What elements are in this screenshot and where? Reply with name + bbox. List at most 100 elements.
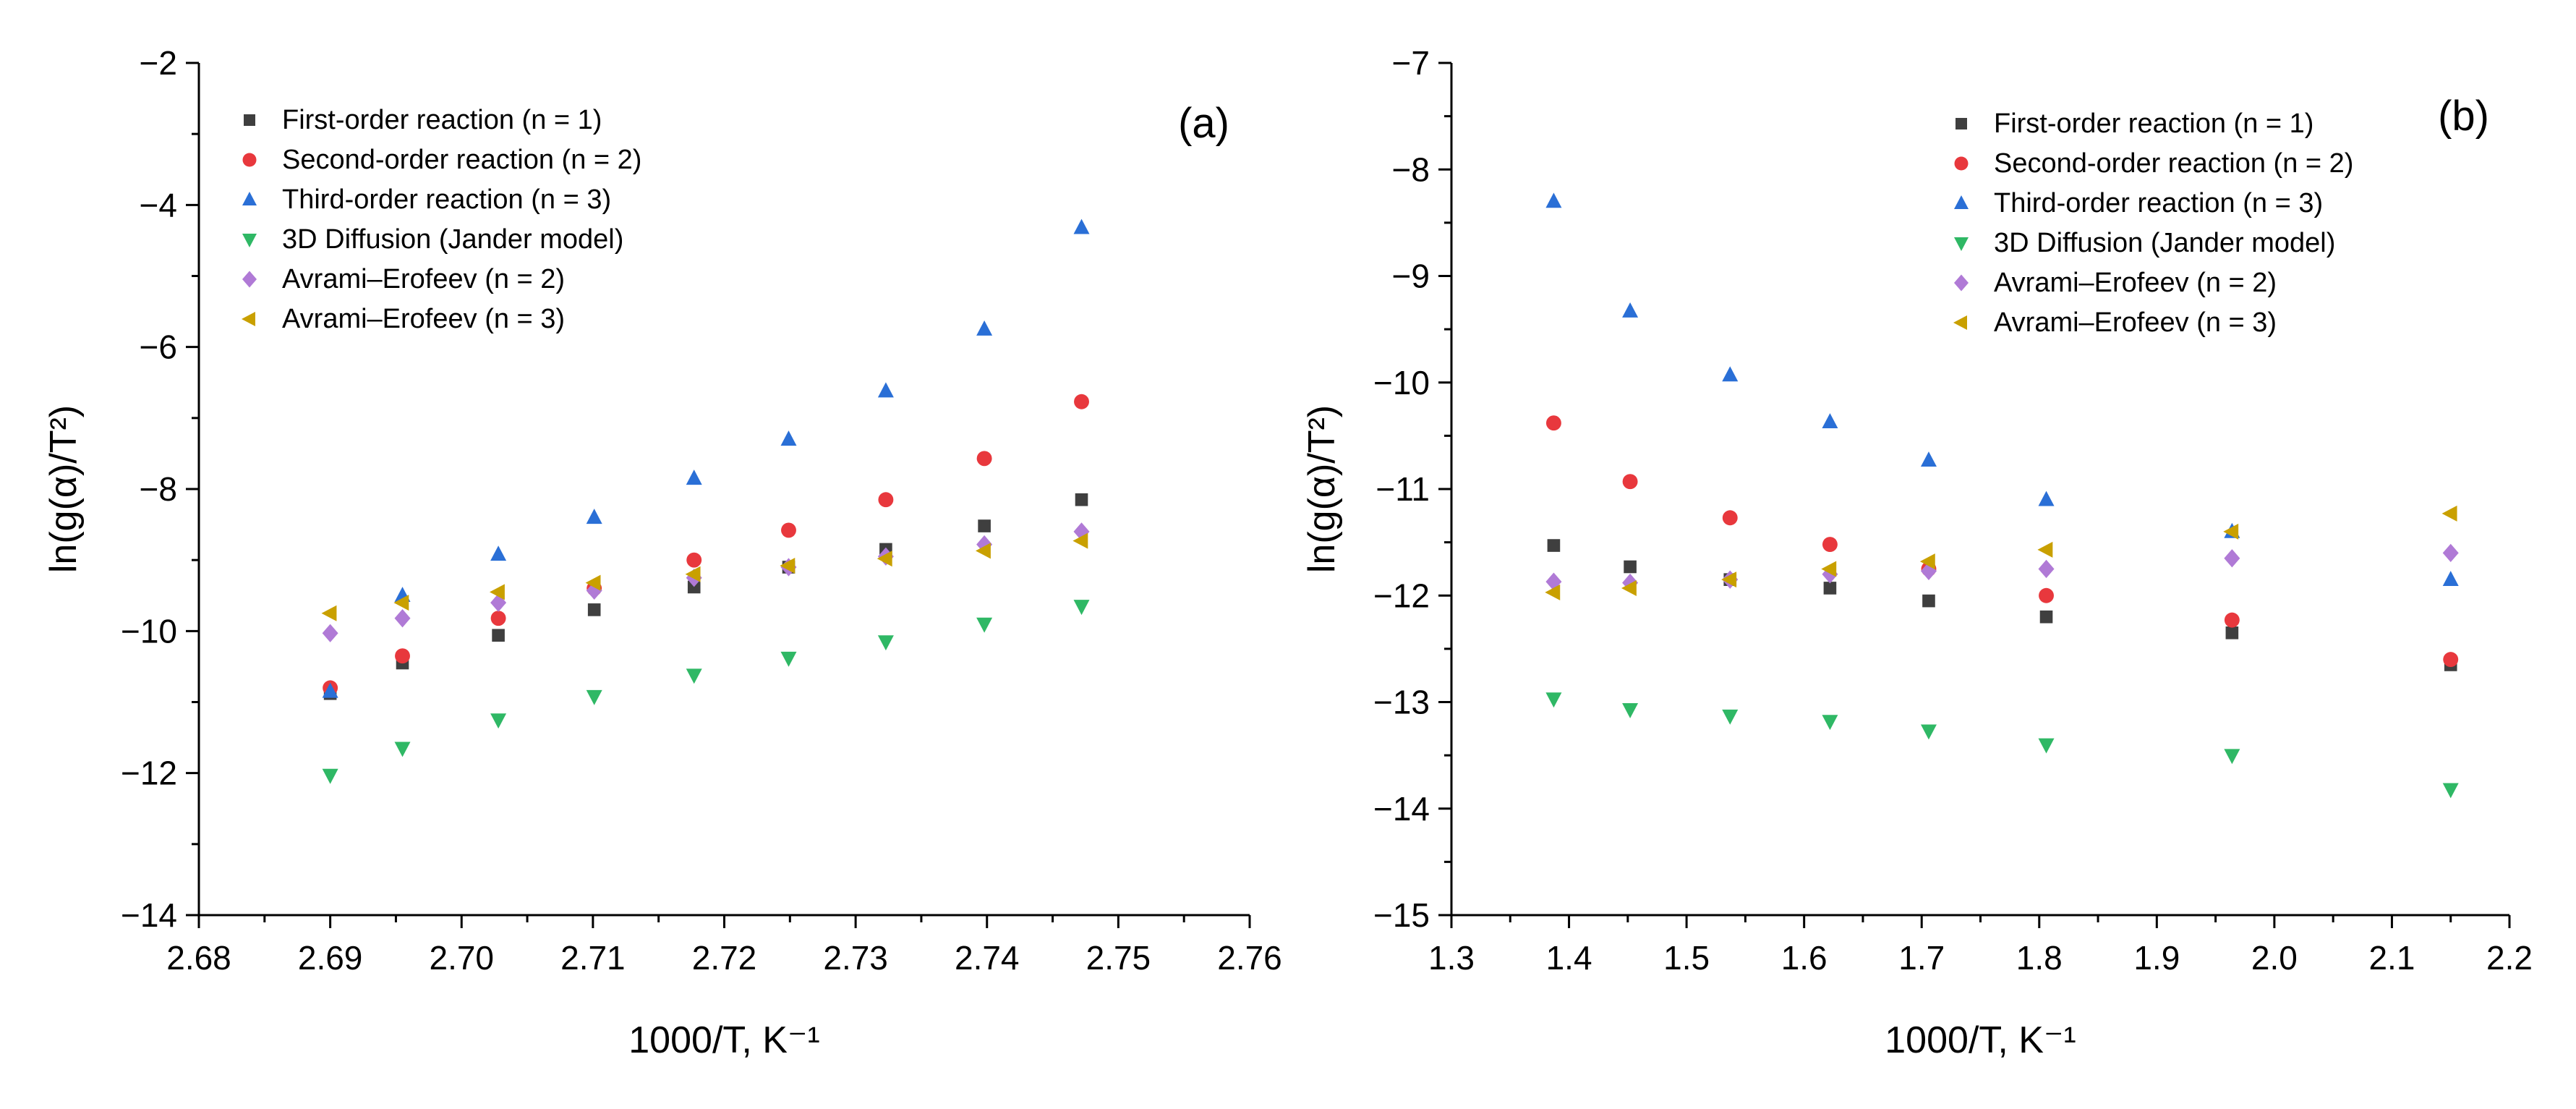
data-point-a-s5-2 bbox=[394, 609, 411, 628]
data-point-b-s4-2 bbox=[1622, 703, 1639, 718]
data-point-a-s6-8 bbox=[976, 543, 991, 559]
y-tick-label-a: −12 bbox=[121, 755, 177, 792]
data-point-a-s6-3 bbox=[490, 584, 505, 600]
data-point-b-s5-7 bbox=[2224, 549, 2240, 568]
x-tick-label-b: 2.2 bbox=[2486, 939, 2533, 977]
data-point-b-s4-4 bbox=[1822, 715, 1838, 731]
data-point-b-s3-8 bbox=[2442, 571, 2459, 586]
x-tick-label-b: 1.9 bbox=[2133, 939, 2180, 977]
y-tick-label-b: −7 bbox=[1392, 44, 1430, 82]
x-tick-label-b: 2.0 bbox=[2251, 939, 2298, 977]
x-tick-label-a: 2.76 bbox=[1217, 939, 1282, 977]
legend-label-a-5: Avrami–Erofeev (n = 2) bbox=[282, 264, 565, 294]
data-point-b-s2-1 bbox=[1545, 415, 1561, 431]
x-tick-label-b: 1.3 bbox=[1428, 939, 1475, 977]
data-point-b-s2-8 bbox=[2443, 652, 2459, 668]
x-tick-label-b: 1.5 bbox=[1663, 939, 1710, 977]
legend-marker-a-2 bbox=[242, 153, 257, 167]
data-point-a-s6-1 bbox=[321, 605, 337, 621]
y-tick-label-b: −12 bbox=[1373, 577, 1430, 614]
y-tick-label-b: −10 bbox=[1373, 364, 1430, 401]
data-point-b-s3-2 bbox=[1622, 302, 1639, 318]
chart-panel-a: 2.68 2.69 2.70 2.71 2.72 2.73 2.74 2.75 2.76 −14 −… bbox=[43, 44, 1282, 1061]
data-point-a-s6-2 bbox=[393, 595, 409, 611]
data-point-a-s2-9 bbox=[1074, 394, 1089, 409]
data-point-b-s6-2 bbox=[1621, 579, 1637, 596]
legend-label-a-2: Second-order reaction (n = 2) bbox=[282, 145, 641, 175]
data-point-a-s3-6 bbox=[780, 430, 797, 446]
y-tick-label-a: −4 bbox=[140, 186, 177, 224]
legend-marker-a-4 bbox=[242, 234, 257, 247]
data-point-b-s4-5 bbox=[1920, 724, 1937, 740]
legend-label-b-4: 3D Diffusion (Jander model) bbox=[1994, 228, 2335, 258]
chart-panel-b: 1.3 1.4 1.5 1.6 1.7 1.8 1.9 2.0 2.1 2.2 −15 −14 −13 −… bbox=[1301, 44, 2533, 1061]
legend-marker-b-4 bbox=[1954, 237, 1969, 251]
data-point-a-s3-9 bbox=[1073, 218, 1090, 234]
data-point-a-s3-1 bbox=[322, 682, 338, 698]
x-tick-label-a: 2.72 bbox=[692, 939, 757, 977]
data-point-a-s3-3 bbox=[490, 545, 507, 561]
data-point-b-s5-8 bbox=[2442, 543, 2459, 562]
data-point-a-s6-6 bbox=[780, 558, 796, 574]
y-tick-label-b: −11 bbox=[1376, 470, 1430, 508]
legend-label-a-1: First-order reaction (n = 1) bbox=[282, 105, 602, 135]
x-tick-label-b: 1.4 bbox=[1546, 939, 1592, 977]
data-point-b-s6-3 bbox=[1721, 572, 1737, 588]
legend-label-b-2: Second-order reaction (n = 2) bbox=[1994, 148, 2353, 179]
legend-marker-b-2 bbox=[1954, 156, 1969, 171]
data-point-a-s1-3 bbox=[492, 629, 505, 642]
x-tick-label-a: 2.71 bbox=[560, 939, 626, 977]
data-point-a-s4-9 bbox=[1073, 600, 1090, 616]
data-point-b-s2-3 bbox=[1722, 510, 1738, 526]
legend-marker-a-6 bbox=[242, 312, 255, 326]
x-tick-label-a: 2.69 bbox=[298, 939, 363, 977]
data-point-a-s6-9 bbox=[1072, 532, 1088, 549]
y-tick-label-a: −8 bbox=[140, 470, 177, 508]
legend-marker-b-5 bbox=[1954, 274, 1969, 292]
data-point-b-s6-1 bbox=[1545, 584, 1561, 600]
data-point-b-s3-4 bbox=[1822, 413, 1838, 429]
data-point-a-s2-7 bbox=[878, 492, 894, 508]
legend-marker-b-3 bbox=[1954, 195, 1969, 209]
legend-label-b-5: Avrami–Erofeev (n = 2) bbox=[1994, 268, 2277, 298]
data-point-b-s4-6 bbox=[2038, 738, 2055, 754]
x-tick-label-b: 1.7 bbox=[1898, 939, 1945, 977]
legend-label-a-3: Third-order reaction (n = 3) bbox=[282, 184, 611, 215]
x-tick-label-b: 1.6 bbox=[1781, 939, 1827, 977]
legend-label-b-1: First-order reaction (n = 1) bbox=[1994, 109, 2313, 139]
x-tick-label-a: 2.74 bbox=[955, 939, 1020, 977]
data-point-a-s1-9 bbox=[1075, 493, 1088, 506]
x-axis-title-b: 1000/T, K⁻¹ bbox=[1885, 1019, 2076, 1061]
panel-label-b: (b) bbox=[2438, 93, 2489, 140]
data-point-b-s4-1 bbox=[1545, 692, 1562, 708]
data-point-a-s4-8 bbox=[976, 617, 993, 633]
data-point-a-s5-1 bbox=[322, 624, 338, 642]
data-point-b-s1-2 bbox=[1624, 560, 1637, 574]
data-point-a-s4-7 bbox=[877, 635, 894, 651]
data-point-a-s3-4 bbox=[586, 509, 602, 524]
legend-label-b-6: Avrami–Erofeev (n = 3) bbox=[1994, 307, 2277, 338]
legend-marker-a-5 bbox=[242, 271, 257, 288]
y-axis-title-a: ln(g(α)/T²) bbox=[43, 405, 85, 573]
legend-marker-a-1 bbox=[244, 114, 255, 126]
data-point-b-s3-1 bbox=[1545, 192, 1562, 208]
data-point-a-s4-4 bbox=[586, 689, 602, 705]
x-tick-label-a: 2.75 bbox=[1086, 939, 1151, 977]
legend-a: First-order reaction (n = 1) Second-order… bbox=[242, 105, 641, 334]
y-tick-label-a: −10 bbox=[121, 612, 177, 650]
data-point-a-s1-5 bbox=[687, 580, 701, 594]
data-point-b-s3-5 bbox=[1920, 451, 1937, 467]
data-point-b-s1-6 bbox=[2039, 610, 2053, 624]
legend-marker-b-6 bbox=[1953, 315, 1967, 330]
legend-label-b-3: Third-order reaction (n = 3) bbox=[1994, 188, 2323, 218]
data-point-a-s1-4 bbox=[587, 603, 601, 616]
x-tick-label-a: 2.70 bbox=[429, 939, 494, 977]
y-tick-label-b: −13 bbox=[1373, 684, 1430, 721]
x-tick-label-a: 2.68 bbox=[166, 939, 231, 977]
data-point-a-s4-2 bbox=[394, 742, 411, 757]
panel-label-a: (a) bbox=[1178, 100, 1229, 147]
legend-marker-a-3 bbox=[242, 192, 257, 205]
data-point-a-s3-7 bbox=[877, 382, 894, 398]
